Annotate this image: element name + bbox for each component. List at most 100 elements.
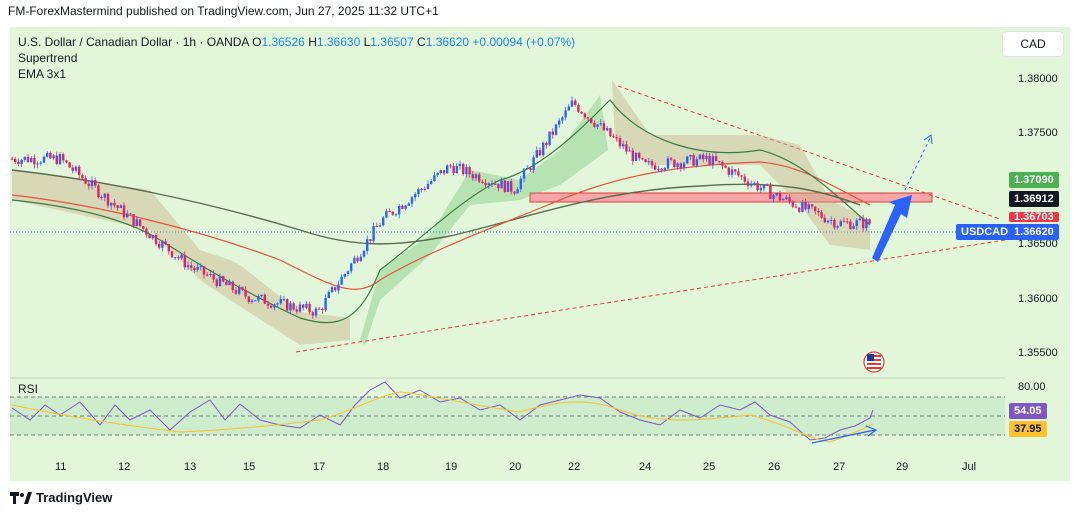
candle-body: [769, 185, 772, 200]
candle-body: [257, 296, 260, 301]
us-flag-icon[interactable]: [863, 351, 885, 373]
candle-body: [126, 213, 129, 218]
time-tick: 25: [703, 461, 716, 473]
time-tick: 24: [639, 461, 652, 473]
candle-body: [170, 251, 174, 258]
symbol-line[interactable]: U.S. Dollar / Canadian Dollar · 1h · OAN…: [18, 34, 575, 50]
time-tick: 27: [833, 461, 846, 473]
candle-body: [292, 303, 295, 310]
candle-body: [708, 155, 711, 165]
change-value: +0.00094 (+0.07%): [472, 35, 576, 49]
candle-body: [314, 308, 318, 316]
candle-body: [721, 161, 724, 166]
candle-body: [94, 180, 97, 186]
candle-body: [839, 221, 842, 227]
candle-body: [404, 205, 407, 209]
candle-body: [116, 205, 119, 208]
candle-body: [542, 142, 545, 156]
c-value: 1.36620: [425, 35, 470, 49]
candle-body: [554, 124, 558, 135]
price-tick: 1.37500: [1018, 127, 1058, 139]
candle-body: [471, 174, 474, 179]
candle-body: [858, 218, 862, 221]
candle-body: [814, 206, 817, 212]
candle-body: [42, 156, 46, 163]
candle-body: [762, 184, 766, 189]
candle-body: [852, 226, 855, 229]
candle-body: [823, 217, 826, 223]
candle-body: [574, 100, 577, 105]
h-label: H: [308, 35, 317, 49]
candle-body: [794, 206, 798, 208]
candle-body: [110, 202, 113, 206]
candle-body: [138, 219, 142, 227]
candle-body: [71, 167, 74, 171]
indicator-supertrend[interactable]: Supertrend: [18, 51, 78, 65]
candle-body: [330, 287, 334, 293]
candle-body: [558, 120, 561, 125]
candle-body: [730, 169, 734, 175]
candle-body: [273, 304, 276, 308]
candle-body: [193, 267, 196, 270]
candle-body: [327, 292, 330, 299]
candle-body: [263, 294, 266, 304]
candle-body: [702, 154, 705, 160]
candle-body: [833, 220, 836, 228]
time-tick: 26: [768, 461, 781, 473]
candle-body: [286, 299, 289, 311]
candle-body: [254, 300, 257, 302]
candle-body: [238, 287, 241, 294]
candle-body: [436, 173, 439, 175]
candle-body: [84, 178, 87, 184]
candle-body: [174, 257, 177, 259]
candle-body: [119, 205, 122, 208]
candle-body: [727, 167, 730, 175]
candle-body: [532, 157, 535, 170]
candle-body: [500, 180, 503, 189]
currency-button[interactable]: CAD: [1003, 32, 1063, 56]
candle-body: [746, 181, 750, 186]
candle-body: [372, 226, 375, 241]
candle-body: [337, 284, 340, 291]
candle-body: [724, 165, 727, 168]
candle-body: [234, 290, 238, 294]
candle-body: [855, 220, 858, 227]
candle-body: [228, 281, 231, 286]
candle-body: [132, 214, 135, 226]
candle-body: [622, 144, 625, 147]
candle-body: [698, 154, 702, 160]
candle-body: [430, 180, 433, 184]
time-tick: 18: [377, 461, 390, 473]
rsi-title[interactable]: RSI: [18, 382, 39, 396]
candle-body: [481, 181, 484, 183]
candle-body: [398, 206, 401, 215]
candle-body: [366, 239, 369, 252]
candle-body: [439, 170, 442, 174]
candle-body: [759, 188, 762, 191]
candle-body: [433, 174, 436, 181]
candle-body: [308, 303, 311, 313]
indicator-ema[interactable]: EMA 3x1: [18, 67, 67, 81]
candle-body: [586, 117, 590, 119]
tradingview-brand: TradingView: [36, 490, 113, 505]
h-value: 1.36630: [316, 35, 361, 49]
candle-body: [673, 159, 676, 168]
candle-body: [113, 202, 116, 206]
candle-body: [122, 205, 126, 218]
candle-body: [401, 206, 404, 209]
candle-body: [225, 281, 228, 286]
candle-body: [212, 274, 215, 280]
candle-body: [490, 183, 494, 185]
time-tick: 17: [313, 461, 326, 473]
time-tick: 15: [243, 461, 256, 473]
candle-body: [382, 217, 385, 226]
candle-body: [58, 154, 62, 164]
time-tick: 11: [55, 461, 67, 473]
time-tick: 13: [184, 461, 197, 473]
candle-body: [49, 152, 52, 159]
tradingview-logo[interactable]: TradingView: [10, 490, 112, 505]
candle-body: [260, 294, 263, 297]
price-tick: 1.35500: [1018, 347, 1058, 359]
candle-body: [142, 226, 145, 229]
